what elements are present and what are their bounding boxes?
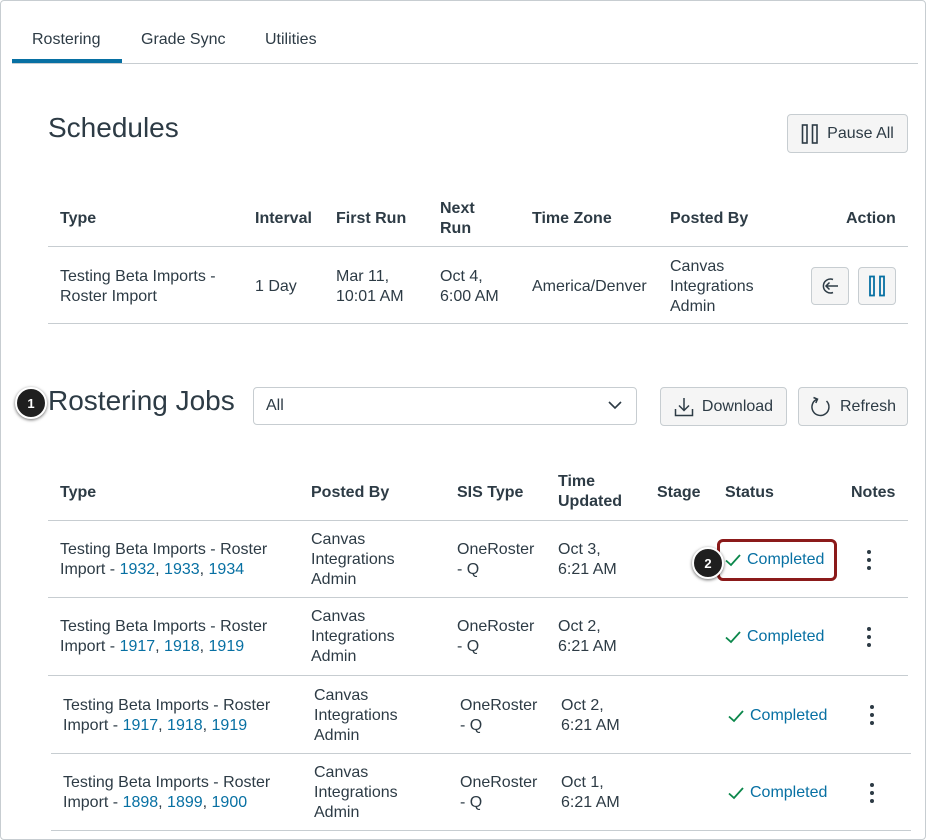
check-icon [728, 709, 744, 723]
status-link[interactable]: Completed [728, 784, 827, 802]
job-posted-by: Canvas Integrations Admin [311, 531, 395, 588]
job-id-link[interactable]: 1918 [164, 638, 200, 655]
status-link[interactable]: Completed [728, 707, 827, 725]
schedule-posted-by: Canvas Integrations Admin [670, 258, 754, 315]
jobs-header-type: Type [60, 484, 97, 501]
check-icon [725, 553, 741, 567]
download-label: Download [701, 397, 774, 415]
job-id-link[interactable]: 1934 [208, 561, 245, 578]
status-label: Completed [750, 784, 828, 801]
notes-menu-button[interactable] [866, 705, 878, 725]
callout-1: 1 [15, 387, 47, 419]
job-posted-by: Canvas Integrations Admin [314, 764, 398, 821]
job-id-link[interactable]: 1918 [167, 717, 203, 734]
pause-all-label: Pause All [827, 124, 894, 142]
job-id-link[interactable]: 1932 [119, 561, 156, 578]
job-time-updated: Oct 3, 6:21 AM [558, 541, 617, 578]
notes-menu-button[interactable] [866, 783, 878, 803]
job-id-link[interactable]: 1933 [164, 561, 200, 578]
tab-bar: Rostering Grade Sync Utilities [12, 1, 918, 64]
job-id-link[interactable]: 1919 [211, 717, 248, 734]
job-id-link[interactable]: 1899 [167, 794, 203, 811]
divider [51, 753, 911, 754]
highlight-box [717, 539, 837, 581]
status-label: Completed [747, 628, 825, 645]
job-id-link[interactable]: 1898 [122, 794, 159, 811]
job-id-link[interactable]: 1919 [208, 638, 245, 655]
divider [48, 675, 908, 676]
notes-menu-button[interactable] [863, 550, 875, 570]
schedule-next-run: Oct 4, 6:00 AM [440, 268, 499, 305]
check-icon [725, 630, 741, 644]
job-type: Testing Beta Imports - Roster Import - 1… [63, 774, 271, 811]
tab-rostering[interactable]: Rostering [32, 31, 101, 48]
job-posted-by: Canvas Integrations Admin [314, 687, 398, 744]
pause-all-button[interactable]: Pause All [787, 114, 908, 153]
job-id-link[interactable]: 1917 [119, 638, 156, 655]
divider [48, 597, 908, 598]
callout-2: 2 [692, 547, 724, 579]
status-link[interactable]: Completed [725, 628, 824, 646]
job-time-updated: Oct 2, 6:21 AM [558, 618, 617, 655]
status-link[interactable]: Completed [725, 551, 824, 569]
job-type: Testing Beta Imports - Roster Import - 1… [60, 541, 268, 578]
run-now-button[interactable] [811, 267, 849, 305]
schedules-header-time-zone: Time Zone [532, 210, 612, 227]
jobs-header-notes: Notes [851, 484, 896, 501]
job-id-link[interactable]: 1917 [122, 717, 159, 734]
divider [51, 830, 911, 831]
job-sis-type: OneRoster - Q [457, 618, 535, 655]
schedules-header-posted-by: Posted By [670, 210, 749, 227]
jobs-header-sis-type: SIS Type [457, 484, 524, 501]
rostering-jobs-title: Rostering Jobs [48, 385, 235, 416]
schedules-header-type: Type [60, 210, 97, 227]
schedule-first-run: Mar 11, 10:01 AM [336, 268, 404, 305]
check-icon [728, 786, 744, 800]
refresh-button[interactable]: Refresh [798, 387, 908, 426]
job-filter-value: All [266, 397, 284, 414]
pause-schedule-button[interactable] [858, 267, 896, 305]
download-button[interactable]: Download [660, 387, 787, 426]
pause-icon [801, 123, 819, 144]
schedule-interval: 1 Day [255, 278, 297, 295]
status-label: Completed [750, 707, 828, 724]
job-time-updated: Oct 1, 6:21 AM [561, 774, 620, 811]
status-label: Completed [747, 551, 825, 568]
job-type: Testing Beta Imports - Roster Import - 1… [63, 697, 271, 734]
schedules-title: Schedules [48, 112, 179, 143]
jobs-header-stage: Stage [657, 484, 701, 501]
refresh-icon [810, 396, 832, 418]
jobs-header-posted-by: Posted By [311, 484, 390, 501]
schedule-time-zone: America/Denver [532, 278, 647, 295]
job-filter-select[interactable]: All [253, 387, 637, 425]
chevron-down-icon [608, 400, 622, 410]
job-sis-type: OneRoster - Q [457, 541, 535, 578]
pause-icon [868, 275, 886, 297]
schedules-header-next-run: Next Run [440, 200, 475, 237]
schedules-header-interval: Interval [255, 210, 312, 227]
job-id-link[interactable]: 1900 [211, 794, 248, 811]
sign-in-icon [820, 276, 840, 296]
job-sis-type: OneRoster - Q [460, 697, 538, 734]
schedules-header-first-run: First Run [336, 210, 407, 227]
job-posted-by: Canvas Integrations Admin [311, 608, 395, 665]
divider [48, 323, 908, 324]
tab-utilities[interactable]: Utilities [265, 31, 317, 48]
notes-menu-button[interactable] [863, 627, 875, 647]
divider [48, 246, 908, 247]
download-icon [674, 397, 694, 417]
job-type: Testing Beta Imports - Roster Import - 1… [60, 618, 268, 655]
active-tab-indicator [12, 59, 122, 63]
job-sis-type: OneRoster - Q [460, 774, 538, 811]
jobs-header-status: Status [725, 484, 774, 501]
schedules-header-action: Action [846, 210, 896, 227]
divider [48, 520, 908, 521]
jobs-header-time-updated: Time Updated [558, 473, 622, 510]
schedule-type: Testing Beta Imports - Roster Import [60, 268, 216, 305]
job-time-updated: Oct 2, 6:21 AM [561, 697, 620, 734]
tab-grade-sync[interactable]: Grade Sync [141, 31, 226, 48]
refresh-label: Refresh [839, 397, 897, 415]
